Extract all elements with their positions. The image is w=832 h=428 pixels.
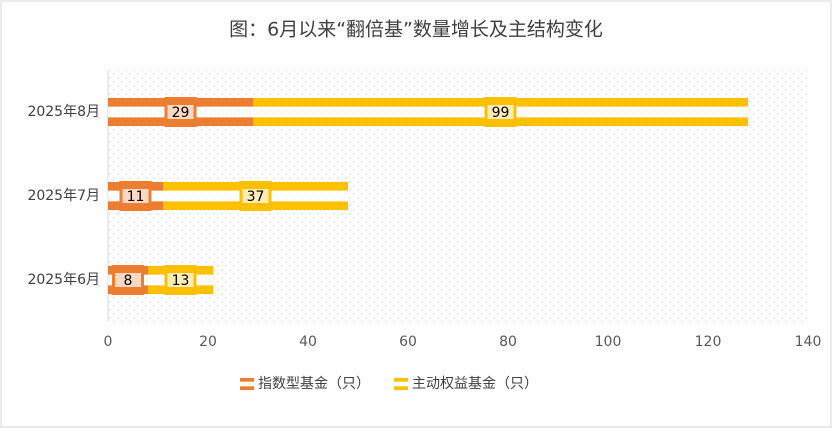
legend-label: 主动权益基金（只） [412, 375, 538, 392]
data-label-inner [167, 105, 194, 119]
data-label: 13 [172, 273, 190, 289]
data-label-inner [115, 273, 141, 287]
legend-label: 指数型基金（只） [258, 375, 370, 392]
data-label: 11 [127, 189, 145, 205]
y-tick-label: 2025年6月 [27, 272, 100, 288]
data-label-inner [242, 189, 269, 203]
data-label: 8 [124, 273, 133, 289]
x-tick-label: 20 [199, 334, 217, 350]
x-tick-label: 100 [595, 334, 622, 350]
y-tick-label: 2025年8月 [27, 104, 100, 120]
data-label-inner [122, 189, 149, 203]
chart-title: 图：6月以来“翻倍基”数量增长及主结构变化 [229, 19, 603, 41]
x-tick-label: 40 [299, 334, 317, 350]
data-label-inner [167, 273, 194, 287]
x-tick-label: 60 [399, 334, 417, 350]
legend-swatch[interactable] [394, 378, 408, 390]
data-label: 99 [492, 105, 510, 121]
legend-swatch[interactable] [240, 378, 254, 390]
x-tick-label: 80 [499, 334, 517, 350]
x-tick-label: 0 [104, 334, 113, 350]
x-tick-label: 120 [695, 334, 722, 350]
data-label: 29 [172, 105, 190, 121]
data-label: 37 [247, 189, 265, 205]
data-label-inner [487, 105, 514, 119]
x-tick-label: 140 [795, 334, 822, 350]
y-tick-label: 2025年7月 [27, 188, 100, 204]
